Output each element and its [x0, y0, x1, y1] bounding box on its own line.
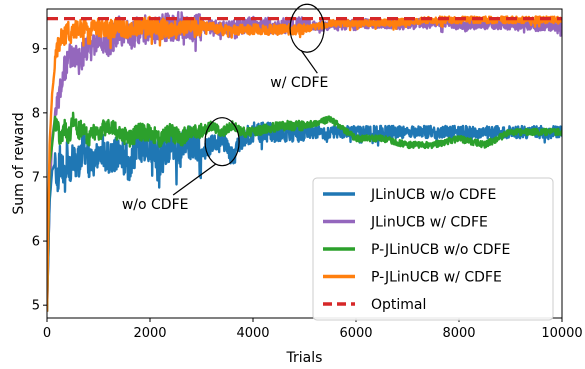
series-layer [47, 10, 562, 312]
y-axis-label: Sum of reward [11, 112, 27, 214]
series-p-jlinucb-w-o-cdfe [47, 111, 562, 312]
series-line [47, 15, 562, 312]
x-tick-label: 6000 [339, 326, 372, 341]
y-tick-label: 9 [32, 42, 40, 57]
series-p-jlinucb-w-cdfe [47, 15, 562, 312]
series-line [47, 111, 562, 312]
y-tick-label: 8 [32, 106, 40, 121]
annotation-layer: w/ CDFE w/o CDFE [122, 3, 328, 213]
x-tick-label: 8000 [442, 326, 475, 341]
legend-item: Optimal [323, 297, 426, 313]
y-tick-label: 7 [32, 170, 40, 185]
legend-item: JLinUCB w/ CDFE [323, 215, 488, 231]
x-tick-label: 0 [43, 326, 51, 341]
series-line [47, 121, 562, 312]
annotation-circle [289, 3, 325, 53]
y-tick-label: 5 [32, 299, 40, 314]
y-tick-label: 6 [32, 235, 40, 250]
legend-label: Optimal [371, 297, 426, 313]
legend-label: P-JLinUCB w/o CDFE [371, 242, 510, 258]
legend-label: P-JLinUCB w/ CDFE [371, 270, 502, 286]
plot-frame [46, 8, 563, 319]
annotation-pointer [172, 163, 217, 196]
legend-label: JLinUCB w/o CDFE [370, 187, 496, 203]
x-tick-label: 2000 [133, 326, 166, 341]
legend-label: JLinUCB w/ CDFE [370, 215, 488, 231]
legend-item: P-JLinUCB w/o CDFE [323, 242, 510, 258]
annotation-label: w/o CDFE [122, 197, 189, 213]
legend-box [312, 177, 554, 321]
legend-item: JLinUCB w/o CDFE [323, 187, 496, 203]
legend-item: P-JLinUCB w/ CDFE [323, 270, 502, 286]
x-tick-label: 4000 [236, 326, 269, 341]
annotation-pointer [300, 49, 318, 74]
x-axis-label: Trials [286, 350, 323, 366]
ticks-layer: 0 2000 4000 6000 8000 10000 5 6 7 8 9 [32, 42, 583, 341]
legend: JLinUCB w/o CDFE JLinUCB w/ CDFE P-JLinUCB… [312, 177, 554, 321]
annotation-label: w/ CDFE [270, 75, 328, 91]
series-jlinucb-w-o-cdfe [47, 121, 562, 312]
x-tick-label: 10000 [541, 326, 582, 341]
annotation-circle [204, 117, 240, 167]
